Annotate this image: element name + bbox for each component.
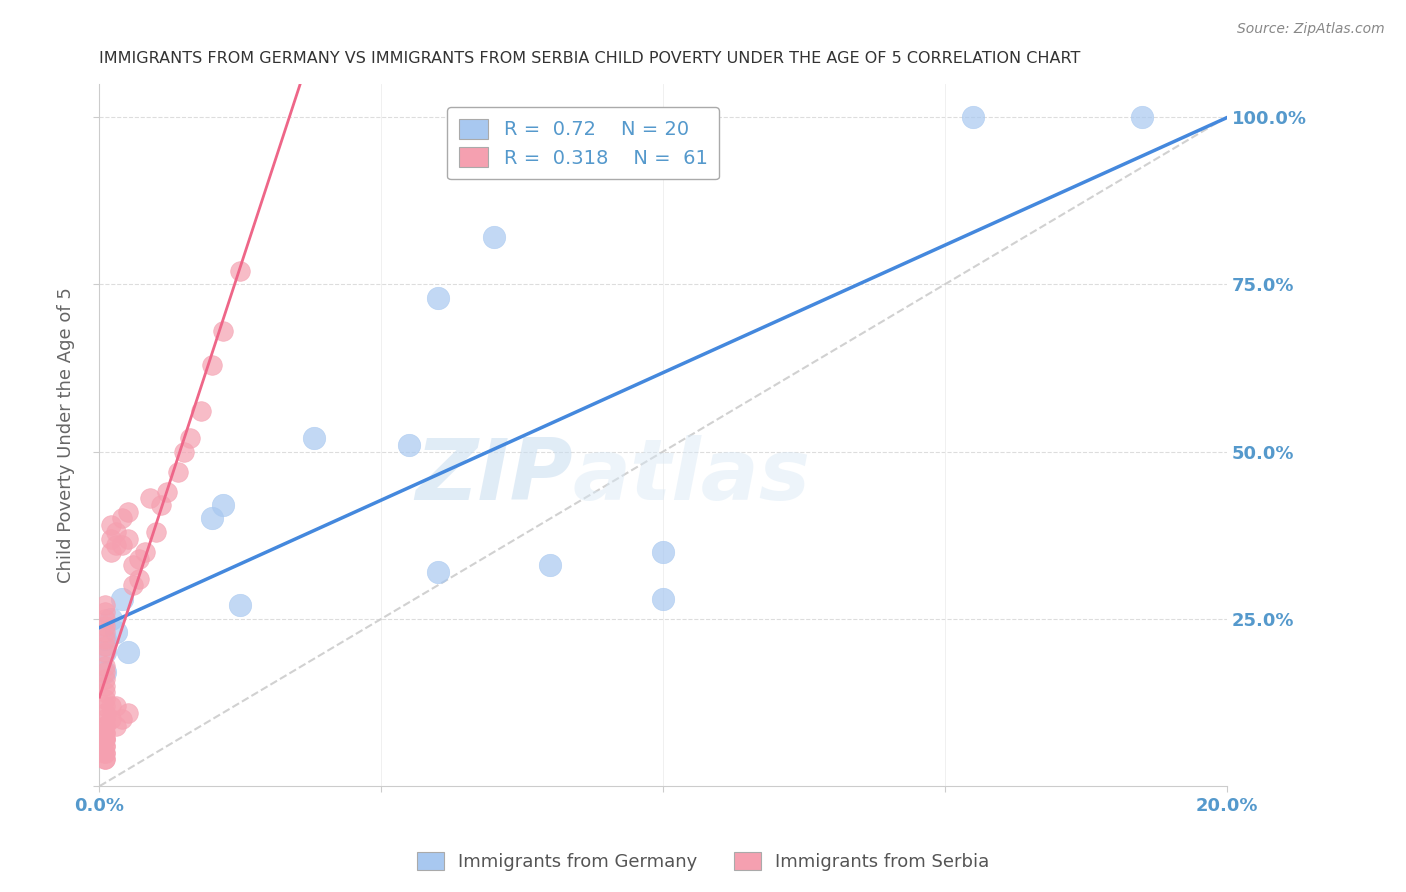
Point [302, 431, 325, 445]
Point [94, 732, 117, 747]
Point [398, 438, 420, 452]
Point [94, 672, 117, 686]
Point [100, 545, 122, 559]
Point [94, 618, 117, 632]
Point [117, 706, 139, 720]
Point [94, 739, 117, 753]
Point [94, 632, 117, 646]
Point [111, 712, 134, 726]
Point [426, 291, 449, 305]
Point [652, 545, 675, 559]
Point [122, 558, 145, 573]
Point [201, 511, 224, 525]
Point [538, 558, 561, 573]
Point [111, 538, 134, 552]
Point [128, 551, 150, 566]
Point [128, 572, 150, 586]
Point [1130, 110, 1153, 124]
Point [173, 444, 195, 458]
Point [94, 712, 117, 726]
Point [94, 679, 117, 693]
Point [156, 484, 179, 499]
Point [652, 591, 675, 606]
Legend: Immigrants from Germany, Immigrants from Serbia: Immigrants from Germany, Immigrants from… [409, 845, 997, 879]
Point [100, 698, 122, 713]
Point [94, 752, 117, 766]
Point [94, 706, 117, 720]
Point [94, 632, 117, 646]
Point [426, 565, 449, 579]
Point [94, 698, 117, 713]
Point [150, 498, 173, 512]
Point [94, 645, 117, 659]
Point [94, 639, 117, 653]
Point [229, 264, 252, 278]
Text: atlas: atlas [574, 435, 811, 518]
Point [229, 599, 252, 613]
Point [94, 599, 117, 613]
Point [111, 591, 134, 606]
Point [105, 698, 128, 713]
Point [134, 545, 156, 559]
Point [105, 719, 128, 733]
Point [201, 358, 224, 372]
Point [94, 719, 117, 733]
Text: ZIP: ZIP [415, 435, 574, 518]
Point [167, 465, 190, 479]
Point [105, 538, 128, 552]
Point [94, 725, 117, 739]
Point [117, 645, 139, 659]
Point [94, 658, 117, 673]
Text: Source: ZipAtlas.com: Source: ZipAtlas.com [1237, 22, 1385, 37]
Legend: R =  0.72    N = 20, R =  0.318    N =  61: R = 0.72 N = 20, R = 0.318 N = 61 [447, 107, 720, 179]
Point [94, 719, 117, 733]
Point [94, 645, 117, 659]
Text: IMMIGRANTS FROM GERMANY VS IMMIGRANTS FROM SERBIA CHILD POVERTY UNDER THE AGE OF: IMMIGRANTS FROM GERMANY VS IMMIGRANTS FR… [100, 51, 1081, 66]
Point [117, 532, 139, 546]
Point [94, 692, 117, 706]
Point [100, 612, 122, 626]
Point [94, 665, 117, 680]
Point [122, 578, 145, 592]
Point [212, 324, 235, 338]
Point [94, 665, 117, 680]
Point [145, 524, 167, 539]
Point [94, 732, 117, 747]
Point [94, 739, 117, 753]
Point [94, 612, 117, 626]
Point [190, 404, 212, 418]
Point [105, 524, 128, 539]
Point [139, 491, 162, 506]
Point [94, 725, 117, 739]
Point [94, 625, 117, 640]
Point [100, 518, 122, 533]
Point [94, 752, 117, 766]
Point [117, 505, 139, 519]
Point [94, 746, 117, 760]
Y-axis label: Child Poverty Under the Age of 5: Child Poverty Under the Age of 5 [58, 287, 75, 582]
Point [212, 498, 235, 512]
Point [111, 511, 134, 525]
Point [94, 732, 117, 747]
Point [94, 746, 117, 760]
Point [94, 685, 117, 699]
Point [100, 532, 122, 546]
Point [100, 712, 122, 726]
Point [179, 431, 201, 445]
Point [94, 605, 117, 619]
Point [962, 110, 984, 124]
Point [482, 230, 505, 244]
Point [105, 625, 128, 640]
